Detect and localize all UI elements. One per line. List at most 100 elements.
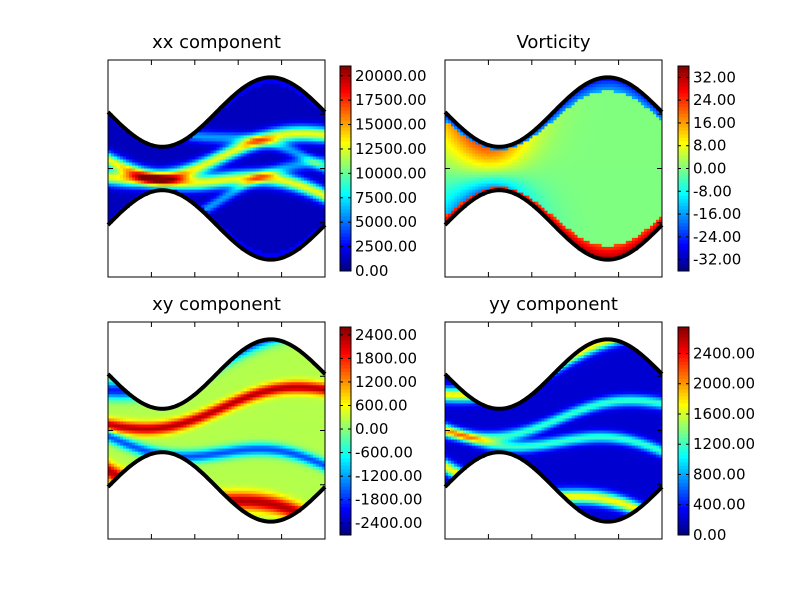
heatmap-cell xyxy=(276,237,281,242)
heatmap-cell xyxy=(150,183,154,187)
heatmap-cell xyxy=(466,165,470,169)
heatmap-cell xyxy=(243,102,248,106)
heatmap-cell xyxy=(532,141,536,145)
heatmap-cell xyxy=(586,93,591,97)
heatmap-cell xyxy=(592,198,597,203)
heatmap-cell xyxy=(147,147,151,151)
heatmap-cell xyxy=(279,138,284,142)
heatmap-cell xyxy=(258,183,263,187)
heatmap-cell xyxy=(553,201,557,206)
heatmap-cell xyxy=(535,204,539,209)
heatmap-cell xyxy=(520,171,524,175)
heatmap-cell xyxy=(580,156,585,160)
heatmap-cell xyxy=(216,156,220,160)
heatmap-cell xyxy=(619,231,624,236)
heatmap-cell xyxy=(604,168,609,172)
heatmap-cell xyxy=(273,216,278,221)
heatmap-cell xyxy=(240,135,245,139)
heatmap-cell xyxy=(529,174,533,178)
heatmap-cell xyxy=(114,129,118,133)
heatmap-cell xyxy=(625,162,630,166)
heatmap-cell xyxy=(243,162,248,166)
heatmap-cell xyxy=(526,153,530,157)
heatmap-cell xyxy=(312,105,317,109)
heatmap-cell xyxy=(117,165,121,169)
heatmap-cell xyxy=(261,165,266,169)
heatmap-cell xyxy=(532,195,536,200)
heatmap-cell xyxy=(264,93,269,97)
heatmap-cell xyxy=(565,153,569,157)
heatmap-cell xyxy=(463,168,467,172)
heatmap-cell xyxy=(616,177,621,181)
heatmap-cell xyxy=(144,189,148,194)
heatmap-cell xyxy=(252,108,257,112)
heatmap-cell xyxy=(520,156,524,160)
heatmap-cell xyxy=(520,168,524,172)
heatmap-cell xyxy=(132,162,136,166)
heatmap-cell xyxy=(297,195,302,200)
heatmap-cell xyxy=(252,183,257,187)
heatmap-cell xyxy=(252,168,257,172)
heatmap-cell xyxy=(607,165,612,169)
heatmap-cell xyxy=(601,231,606,236)
heatmap-cell xyxy=(547,183,551,187)
heatmap-cell xyxy=(484,174,488,178)
heatmap-cell xyxy=(562,210,566,215)
heatmap-cell xyxy=(255,135,260,139)
heatmap-cell xyxy=(303,201,308,206)
heatmap-cell xyxy=(246,96,251,100)
heatmap-cell xyxy=(303,114,308,118)
heatmap-cell xyxy=(622,183,627,187)
heatmap-cell xyxy=(222,165,226,169)
heatmap-cell xyxy=(484,183,488,187)
heatmap-cell xyxy=(156,177,160,181)
heatmap-cell xyxy=(559,204,563,209)
heatmap-cell xyxy=(258,159,263,163)
colorbar-tick-label: 15000.00 xyxy=(355,116,427,134)
heatmap-cell xyxy=(529,192,533,197)
heatmap-cell xyxy=(619,135,624,139)
heatmap-cell xyxy=(592,186,597,190)
heatmap-cell xyxy=(276,198,281,203)
heatmap-cell xyxy=(309,207,314,212)
heatmap-cell xyxy=(535,129,539,133)
heatmap-cell xyxy=(261,117,266,121)
colorbar-frame xyxy=(339,65,352,272)
heatmap-cell xyxy=(550,201,554,206)
heatmap-cell xyxy=(523,165,527,169)
heatmap-cell xyxy=(490,171,494,175)
heatmap-cell xyxy=(237,222,242,227)
heatmap-cell xyxy=(574,177,579,181)
heatmap-cell xyxy=(237,147,242,151)
heatmap-cell xyxy=(547,177,551,181)
heatmap-cell xyxy=(285,123,290,127)
heatmap-cell xyxy=(445,156,449,160)
heatmap-cell xyxy=(312,198,317,203)
heatmap-cell xyxy=(291,123,296,127)
heatmap-cell xyxy=(213,165,217,169)
heatmap-cell xyxy=(622,177,627,181)
heatmap-cell xyxy=(168,165,172,169)
heatmap-cell xyxy=(276,126,281,130)
heatmap-cell xyxy=(574,162,579,166)
heatmap-cell xyxy=(201,198,205,203)
heatmap-cell xyxy=(321,210,326,215)
heatmap-cell xyxy=(463,177,467,181)
heatmap-cell xyxy=(556,219,560,224)
heatmap-cell xyxy=(559,108,563,112)
heatmap-cell xyxy=(478,165,482,169)
heatmap-cell xyxy=(117,150,121,154)
heatmap-cell xyxy=(625,195,630,200)
heatmap-cell xyxy=(463,192,467,197)
heatmap-cell xyxy=(312,162,317,166)
heatmap-cell xyxy=(258,165,263,169)
heatmap-cell xyxy=(490,150,494,154)
heatmap-cell xyxy=(562,114,566,118)
heatmap-cell xyxy=(186,153,190,157)
heatmap-cell xyxy=(613,174,618,178)
heatmap-cell xyxy=(604,99,609,103)
heatmap-cell xyxy=(162,168,166,172)
heatmap-cell xyxy=(234,129,238,133)
heatmap-cell xyxy=(297,186,302,190)
heatmap-cell xyxy=(261,129,266,133)
